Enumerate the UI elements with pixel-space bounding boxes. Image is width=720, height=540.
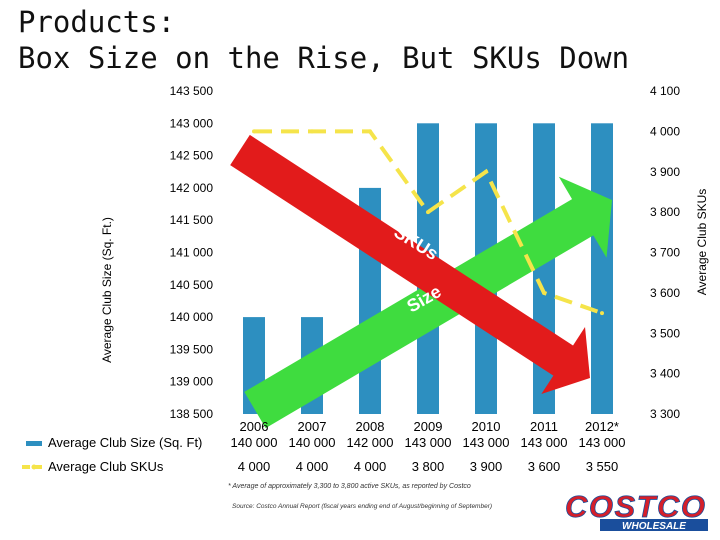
category-label: 2010 — [472, 419, 501, 434]
right-tick-label: 3 600 — [650, 286, 680, 300]
legend-swatch-marker — [31, 464, 37, 470]
left-tick-label: 140 500 — [170, 278, 214, 292]
data-table: 2006 2007 2008 2009 2010 2011 2012* Average Clu… — [22, 419, 626, 474]
sku-point — [484, 169, 488, 174]
logo-wordmark: COSTCO — [565, 489, 705, 524]
title-line-1: Products: — [18, 5, 176, 39]
right-tick-label: 4 100 — [650, 84, 680, 98]
left-tick-label: 140 000 — [170, 310, 214, 324]
data-label: 3 800 — [412, 459, 445, 474]
category-label: 2006 — [240, 419, 269, 434]
skus-arrow — [230, 134, 591, 395]
left-axis-ticks: 138 500 139 000 139 500 140 000 140 500 141 0… — [170, 84, 214, 421]
sku-point — [542, 290, 546, 295]
right-tick-label: 3 400 — [650, 367, 680, 381]
category-label: 2012* — [585, 419, 619, 434]
data-label: 3 550 — [586, 459, 619, 474]
sku-point — [310, 129, 314, 134]
data-label: 143 000 — [405, 435, 452, 450]
right-axis-ticks: 3 300 3 400 3 500 3 600 3 700 3 800 3 900 4 000… — [650, 84, 680, 421]
left-tick-label: 142 000 — [170, 181, 214, 195]
data-label: 4 000 — [354, 459, 387, 474]
source-note: Source: Costco Annual Report (fiscal yea… — [232, 503, 493, 510]
legend-swatch-bar — [26, 441, 42, 446]
data-label: 4 000 — [296, 459, 329, 474]
left-tick-label: 141 500 — [170, 213, 214, 227]
logo-bar — [600, 519, 708, 531]
axis-labels: Average Club Size (Sq. Ft.) Average Club … — [100, 189, 709, 363]
left-tick-label: 139 000 — [170, 375, 214, 389]
left-tick-label: 143 500 — [170, 84, 214, 98]
category-label: 2008 — [356, 419, 385, 434]
costco-logo: COSTCO WHOLESALE — [565, 489, 708, 532]
left-tick-label: 141 000 — [170, 246, 214, 260]
data-label: 3 600 — [528, 459, 561, 474]
sku-point — [368, 129, 372, 134]
sku-point — [426, 210, 430, 215]
category-label: 2009 — [414, 419, 443, 434]
data-label: 4 000 — [238, 459, 271, 474]
right-axis-title: Average Club SKUs — [695, 189, 709, 296]
logo-subtext: WHOLESALE — [622, 521, 686, 532]
data-label: 140 000 — [289, 435, 336, 450]
left-tick-label: 142 500 — [170, 149, 214, 163]
sku-point — [252, 129, 256, 134]
bar — [591, 123, 613, 415]
data-label: 3 900 — [470, 459, 503, 474]
category-label: 2007 — [298, 419, 327, 434]
data-label: 140 000 — [231, 435, 278, 450]
slide-title: Products: Box Size on the Rise, But SKUs … — [18, 4, 629, 76]
sku-line-series — [252, 129, 604, 316]
title-line-2: Box Size on the Rise, But SKUs Down — [18, 41, 630, 75]
data-label: 143 000 — [579, 435, 626, 450]
left-axis-title: Average Club Size (Sq. Ft.) — [100, 217, 114, 363]
right-tick-label: 3 800 — [650, 205, 680, 219]
right-tick-label: 4 000 — [650, 124, 680, 138]
left-tick-label: 138 500 — [170, 407, 214, 421]
right-tick-label: 3 900 — [650, 165, 680, 179]
right-tick-label: 3 300 — [650, 407, 680, 421]
data-label: 143 000 — [463, 435, 510, 450]
footnote: * Average of approximately 3,300 to 3,80… — [228, 483, 471, 490]
data-label: 143 000 — [521, 435, 568, 450]
right-tick-label: 3 700 — [650, 246, 680, 260]
left-tick-label: 143 000 — [170, 116, 214, 130]
data-label: 142 000 — [347, 435, 394, 450]
legend-label: Average Club Size (Sq. Ft) — [48, 435, 202, 450]
legend-label: Average Club SKUs — [48, 459, 164, 474]
left-tick-label: 139 500 — [170, 342, 214, 356]
sku-point — [600, 311, 604, 316]
right-tick-label: 3 500 — [650, 326, 680, 340]
category-label: 2011 — [530, 419, 558, 434]
